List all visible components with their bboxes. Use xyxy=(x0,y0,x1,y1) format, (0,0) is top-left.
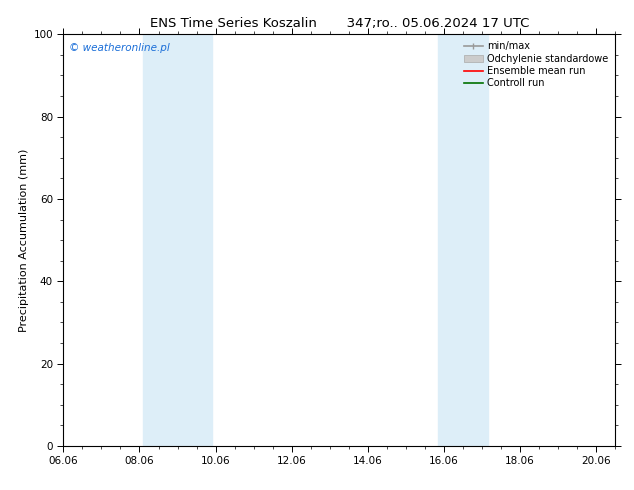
Title: ENS Time Series Koszalin       347;ro.. 05.06.2024 17 UTC: ENS Time Series Koszalin 347;ro.. 05.06.… xyxy=(150,17,529,30)
Y-axis label: Precipitation Accumulation (mm): Precipitation Accumulation (mm) xyxy=(19,148,29,332)
Text: © weatheronline.pl: © weatheronline.pl xyxy=(69,43,170,52)
Legend: min/max, Odchylenie standardowe, Ensemble mean run, Controll run: min/max, Odchylenie standardowe, Ensembl… xyxy=(462,39,610,90)
Bar xyxy=(143,34,212,446)
Bar xyxy=(438,34,488,446)
